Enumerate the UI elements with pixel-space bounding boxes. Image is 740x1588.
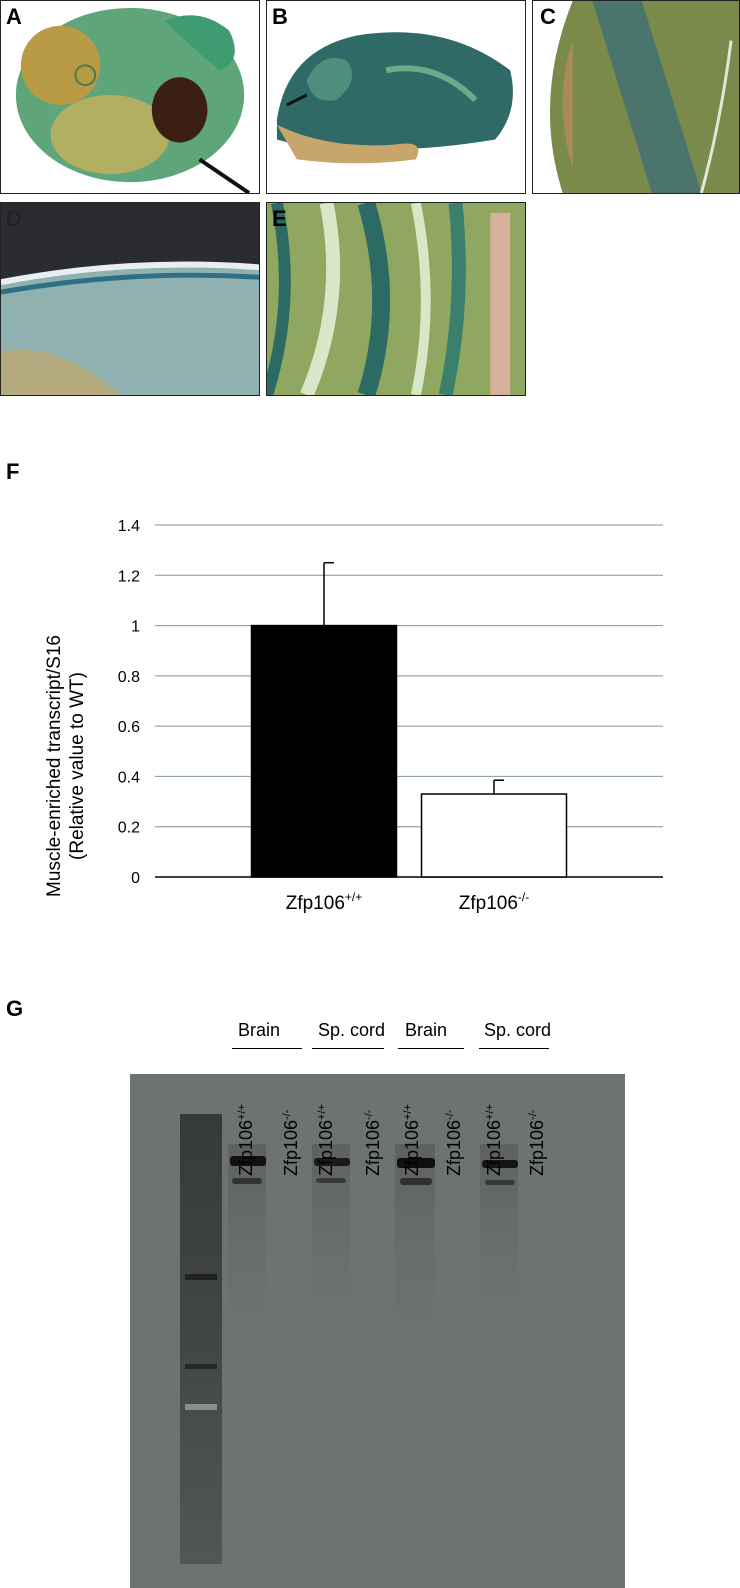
y-axis-title: Muscle-enriched transcript/S16 (Relative… [44,635,88,897]
y-tick-label: 0.6 [118,719,140,736]
panel-c-image [532,0,740,194]
bars [250,561,568,878]
lane-label-7: Zfp106+/+ [484,1104,504,1176]
y-tick-label: 0.4 [118,769,140,786]
lane-label-8: Zfp106-/- [527,1109,547,1176]
panel-e-image [266,202,526,396]
panel-a-image [0,0,260,194]
lane-label-4: Zfp106-/- [363,1109,383,1176]
panel-b-image [266,0,526,194]
x-axis-ticks: Zfp106+/+ Zfp106-/- [286,890,530,914]
bar-chart: Muscle-enriched transcript/S16 (Relative… [0,500,740,930]
group-label-brain-1: Brain [238,1020,281,1040]
group-label-spcord-1: Sp. cord [318,1020,386,1040]
y-axis-title-line2: (Relative value to WT) [67,672,88,860]
panel-label-g: G [6,996,24,1021]
bar [420,793,568,878]
y-tick-label: 0.8 [118,669,140,686]
grid-lines [155,524,663,878]
group-label-spcord-2: Sp. cord [484,1020,552,1040]
panel-label-f: F [6,459,20,484]
y-tick-label: 1 [131,619,140,636]
lane-label-2: Zfp106-/- [281,1109,301,1176]
panel-label-e: E [272,206,287,231]
y-tick-label: 1.2 [118,568,140,585]
group-label-brain-2: Brain [405,1020,448,1040]
lane-label-6: Zfp106-/- [444,1109,464,1176]
y-axis-title-line1: Muscle-enriched transcript/S16 [44,635,65,897]
group-line-3 [398,1048,464,1049]
y-tick-label: 0.2 [118,820,140,837]
panel-d-image [0,202,260,396]
y-tick-label: 0 [131,870,140,887]
panel-label-a: A [6,4,22,29]
group-line-4 [479,1048,549,1049]
lane-label-5: Zfp106+/+ [402,1104,422,1176]
y-tick-label: 1.4 [118,518,140,535]
x-tick-label: Zfp106+/+ [286,890,363,914]
panel-label-c: C [540,4,556,29]
group-line-1 [232,1048,302,1049]
gel-image [130,1074,625,1588]
panel-label-d: D [6,206,22,231]
group-line-2 [312,1048,384,1049]
lane-label-3: Zfp106+/+ [316,1104,336,1176]
lane-label-1: Zfp106+/+ [236,1104,256,1176]
blot-figure: Brain Sp. cord Brain Sp. cord [0,990,740,1588]
panel-label-b: B [272,4,288,29]
x-tick-label: Zfp106-/- [459,890,529,914]
y-axis-ticks: 0 0.2 0.4 0.6 0.8 1 1.2 1.4 [118,518,140,887]
bar [250,624,398,878]
